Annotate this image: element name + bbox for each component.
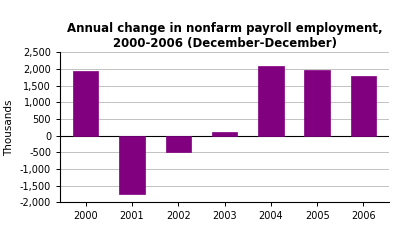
Bar (351, 76, 376, 136)
Bar (304, 70, 330, 136)
Bar (258, 66, 284, 136)
Bar (212, 132, 237, 136)
Bar (166, 136, 191, 152)
Title: Annual change in nonfarm payroll employment,
2000-2006 (December-December): Annual change in nonfarm payroll employm… (67, 22, 383, 50)
Bar (119, 136, 145, 194)
Y-axis label: Thousands: Thousands (4, 99, 14, 156)
Bar (73, 71, 98, 136)
